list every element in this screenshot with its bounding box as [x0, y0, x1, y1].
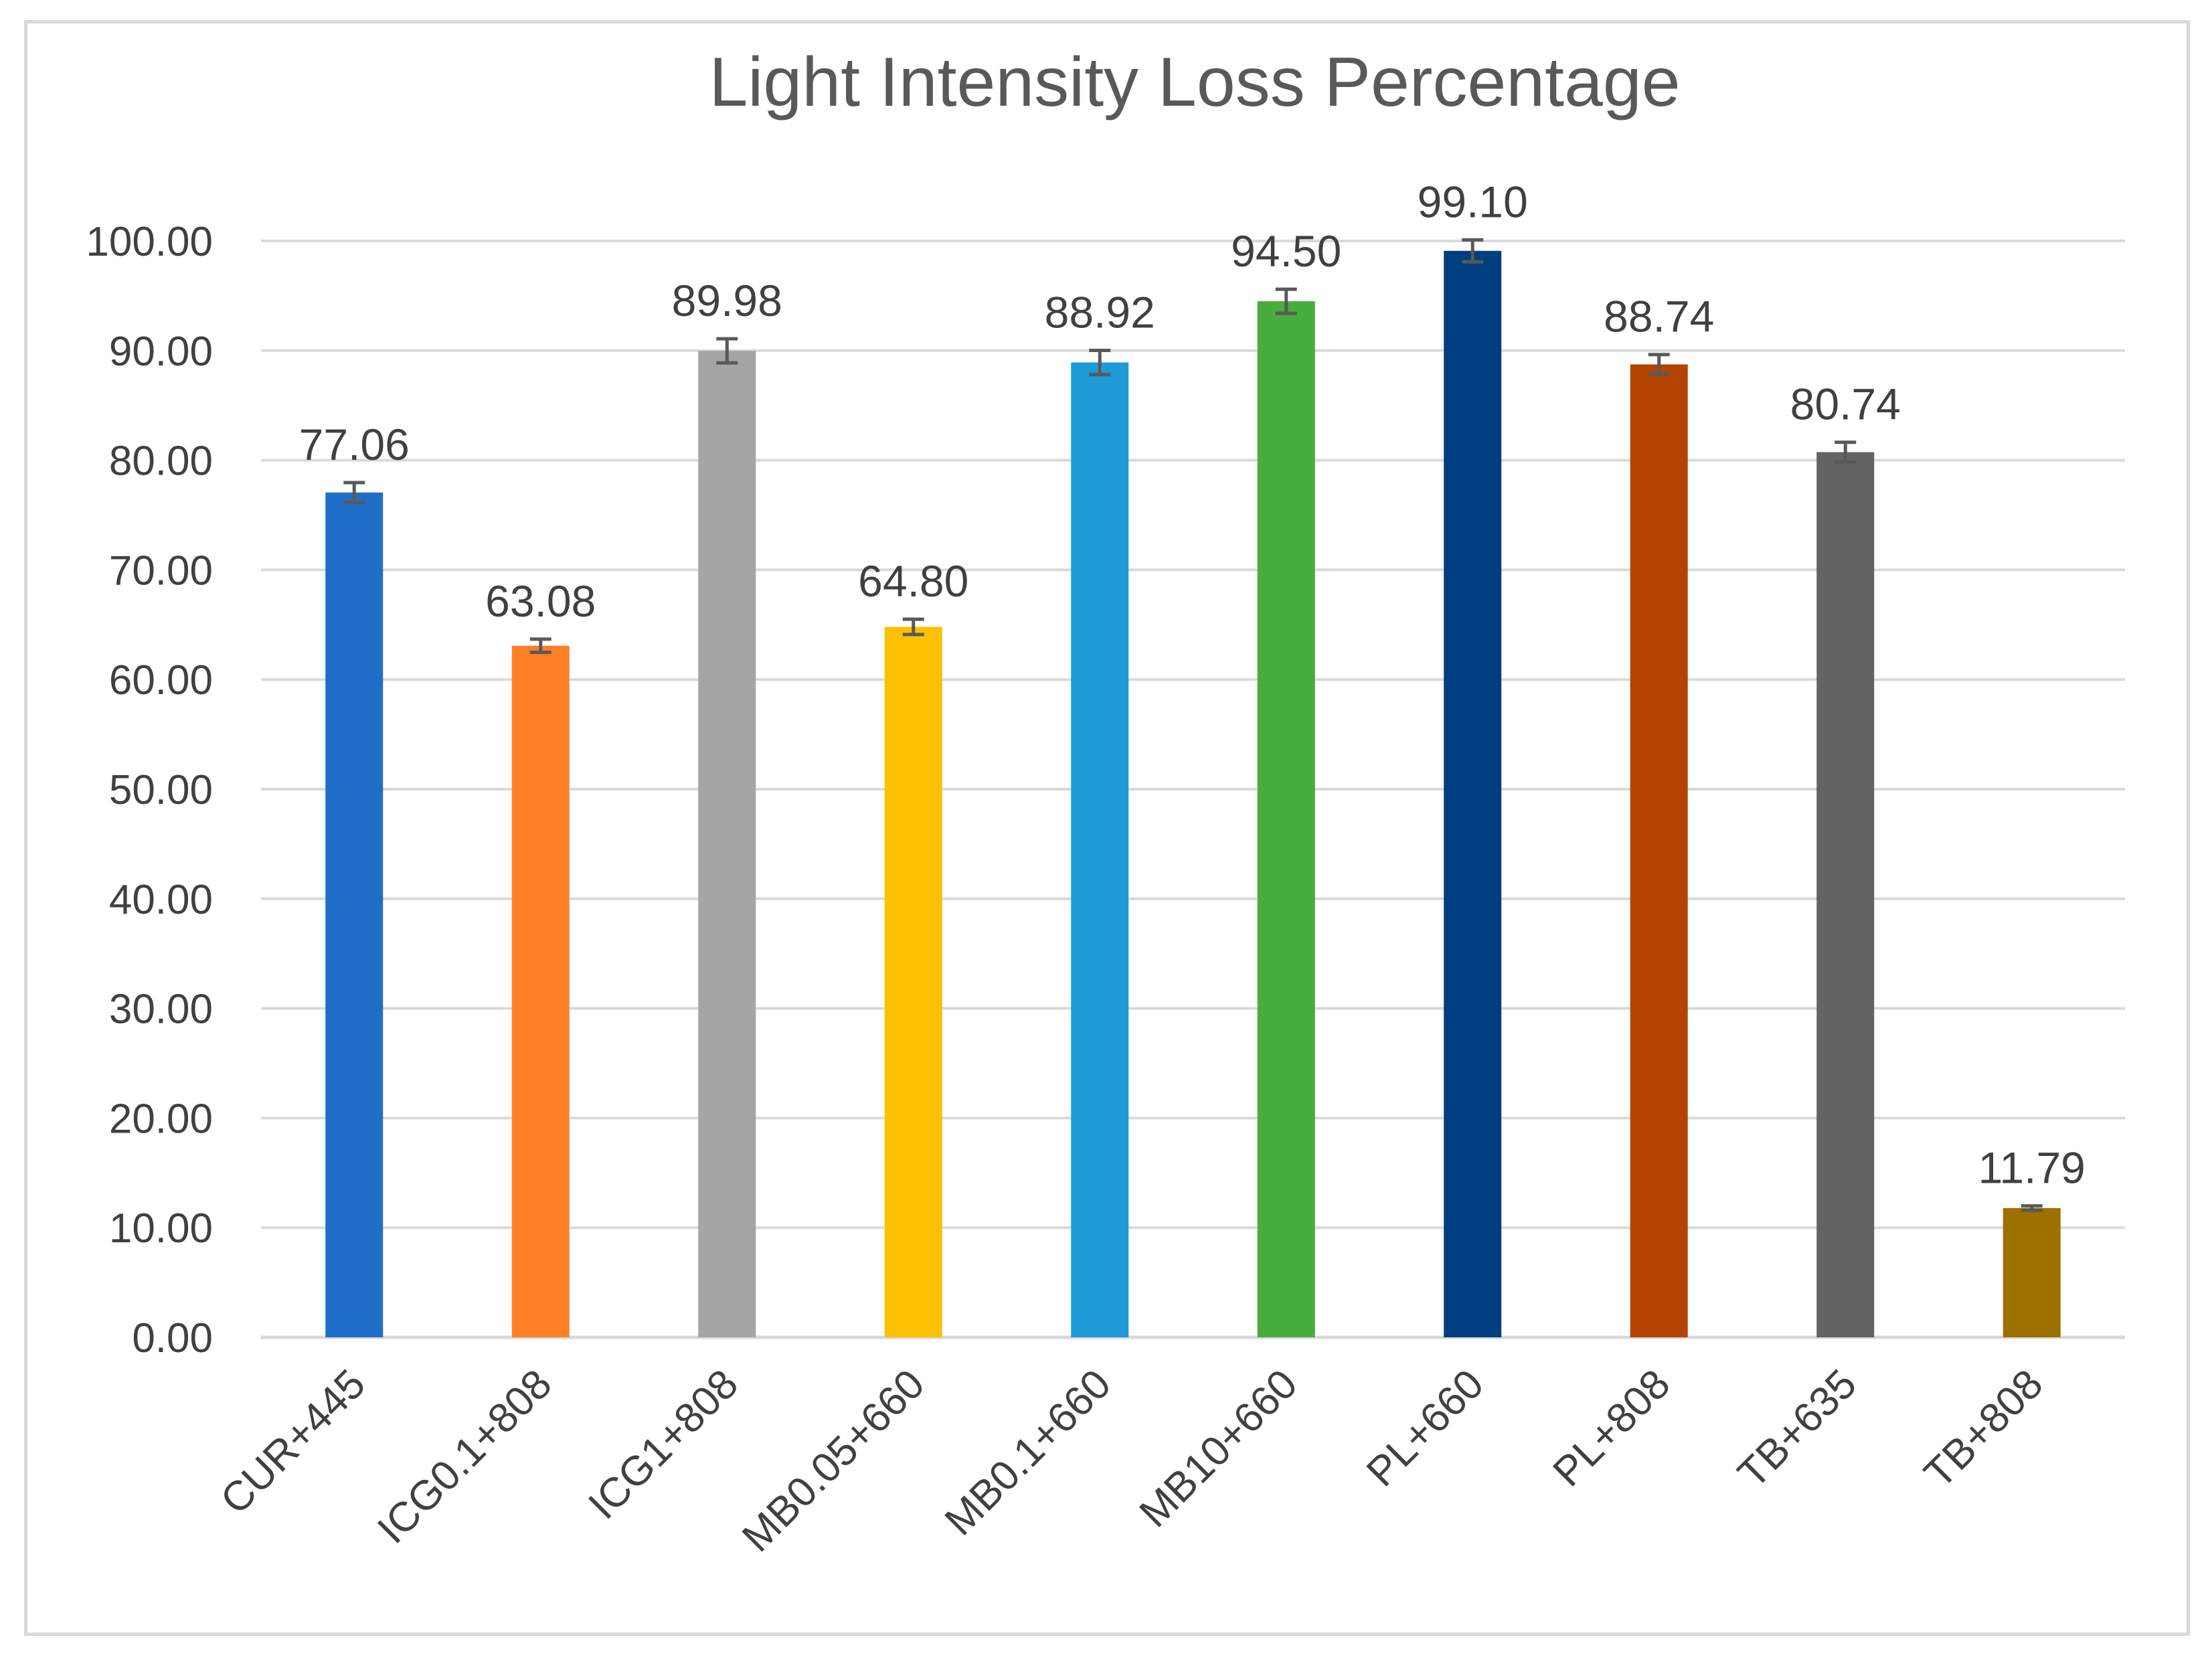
y-tick-label: 30.00 — [109, 987, 213, 1033]
data-label: 89.98 — [672, 276, 782, 325]
bar — [1630, 364, 1688, 1338]
gridlines — [261, 240, 2125, 1339]
x-tick-label: ICG1+808 — [580, 1361, 747, 1528]
error-bar — [902, 617, 924, 637]
data-label: 11.79 — [1978, 1143, 2086, 1193]
data-label: 88.92 — [1045, 287, 1155, 337]
bar — [1816, 452, 1875, 1338]
bar — [698, 351, 756, 1337]
bar — [1257, 301, 1315, 1338]
data-label: 63.08 — [485, 576, 596, 626]
bar — [1071, 362, 1129, 1337]
error-bar — [1835, 440, 1857, 464]
bar — [884, 627, 942, 1338]
y-tick-label: 0.00 — [132, 1315, 213, 1361]
y-tick-label: 100.00 — [86, 219, 213, 265]
y-tick-label: 90.00 — [109, 329, 213, 375]
data-label: 99.10 — [1418, 177, 1528, 226]
error-bar — [1462, 238, 1484, 264]
bar — [511, 645, 570, 1338]
error-bar — [1648, 353, 1670, 376]
error-bar — [1089, 348, 1111, 377]
y-tick-label: 20.00 — [109, 1096, 213, 1142]
chart-title: Light Intensity Loss Percentage — [709, 44, 1680, 121]
error-bar — [716, 337, 738, 365]
x-tick-label: MB10+660 — [1131, 1361, 1306, 1536]
y-tick-label: 70.00 — [109, 548, 213, 594]
y-tick-label: 80.00 — [109, 438, 213, 485]
x-tick-label: MB0.05+660 — [734, 1361, 934, 1561]
x-tick-label: CUR+445 — [212, 1361, 375, 1523]
error-bar — [1275, 287, 1297, 315]
data-labels: 77.06 63.08 89.98 64.80 88.92 94.50 99.10 88.74… — [299, 177, 2086, 1192]
y-tick-label: 10.00 — [109, 1205, 213, 1252]
error-bars — [343, 238, 2043, 1212]
x-tick-label: PL+808 — [1544, 1361, 1679, 1495]
x-tick-label: PL+660 — [1358, 1361, 1493, 1495]
y-tick-label: 60.00 — [109, 657, 213, 703]
x-tick-label: TB+808 — [1916, 1361, 2052, 1497]
y-tick-label: 40.00 — [109, 877, 213, 923]
data-label: 88.74 — [1604, 292, 1714, 341]
y-axis: 0.00 10.00 20.00 30.00 40.00 50.00 60.00 70.00 8… — [86, 219, 213, 1361]
error-bar — [343, 481, 365, 504]
bars — [325, 250, 2061, 1338]
bar — [2003, 1207, 2061, 1337]
data-label: 77.06 — [299, 420, 410, 469]
x-tick-label: MB0.1+660 — [936, 1361, 1120, 1544]
bar — [1444, 250, 1502, 1338]
x-tick-label: ICG0.1+808 — [369, 1361, 560, 1552]
bar — [325, 492, 384, 1337]
data-label: 64.80 — [858, 556, 968, 606]
x-tick-label: TB+635 — [1729, 1361, 1866, 1497]
y-tick-label: 50.00 — [109, 767, 213, 813]
error-bar — [529, 637, 551, 655]
data-label: 94.50 — [1231, 226, 1341, 276]
error-bar — [2021, 1204, 2043, 1212]
data-label: 80.74 — [1790, 380, 1901, 429]
